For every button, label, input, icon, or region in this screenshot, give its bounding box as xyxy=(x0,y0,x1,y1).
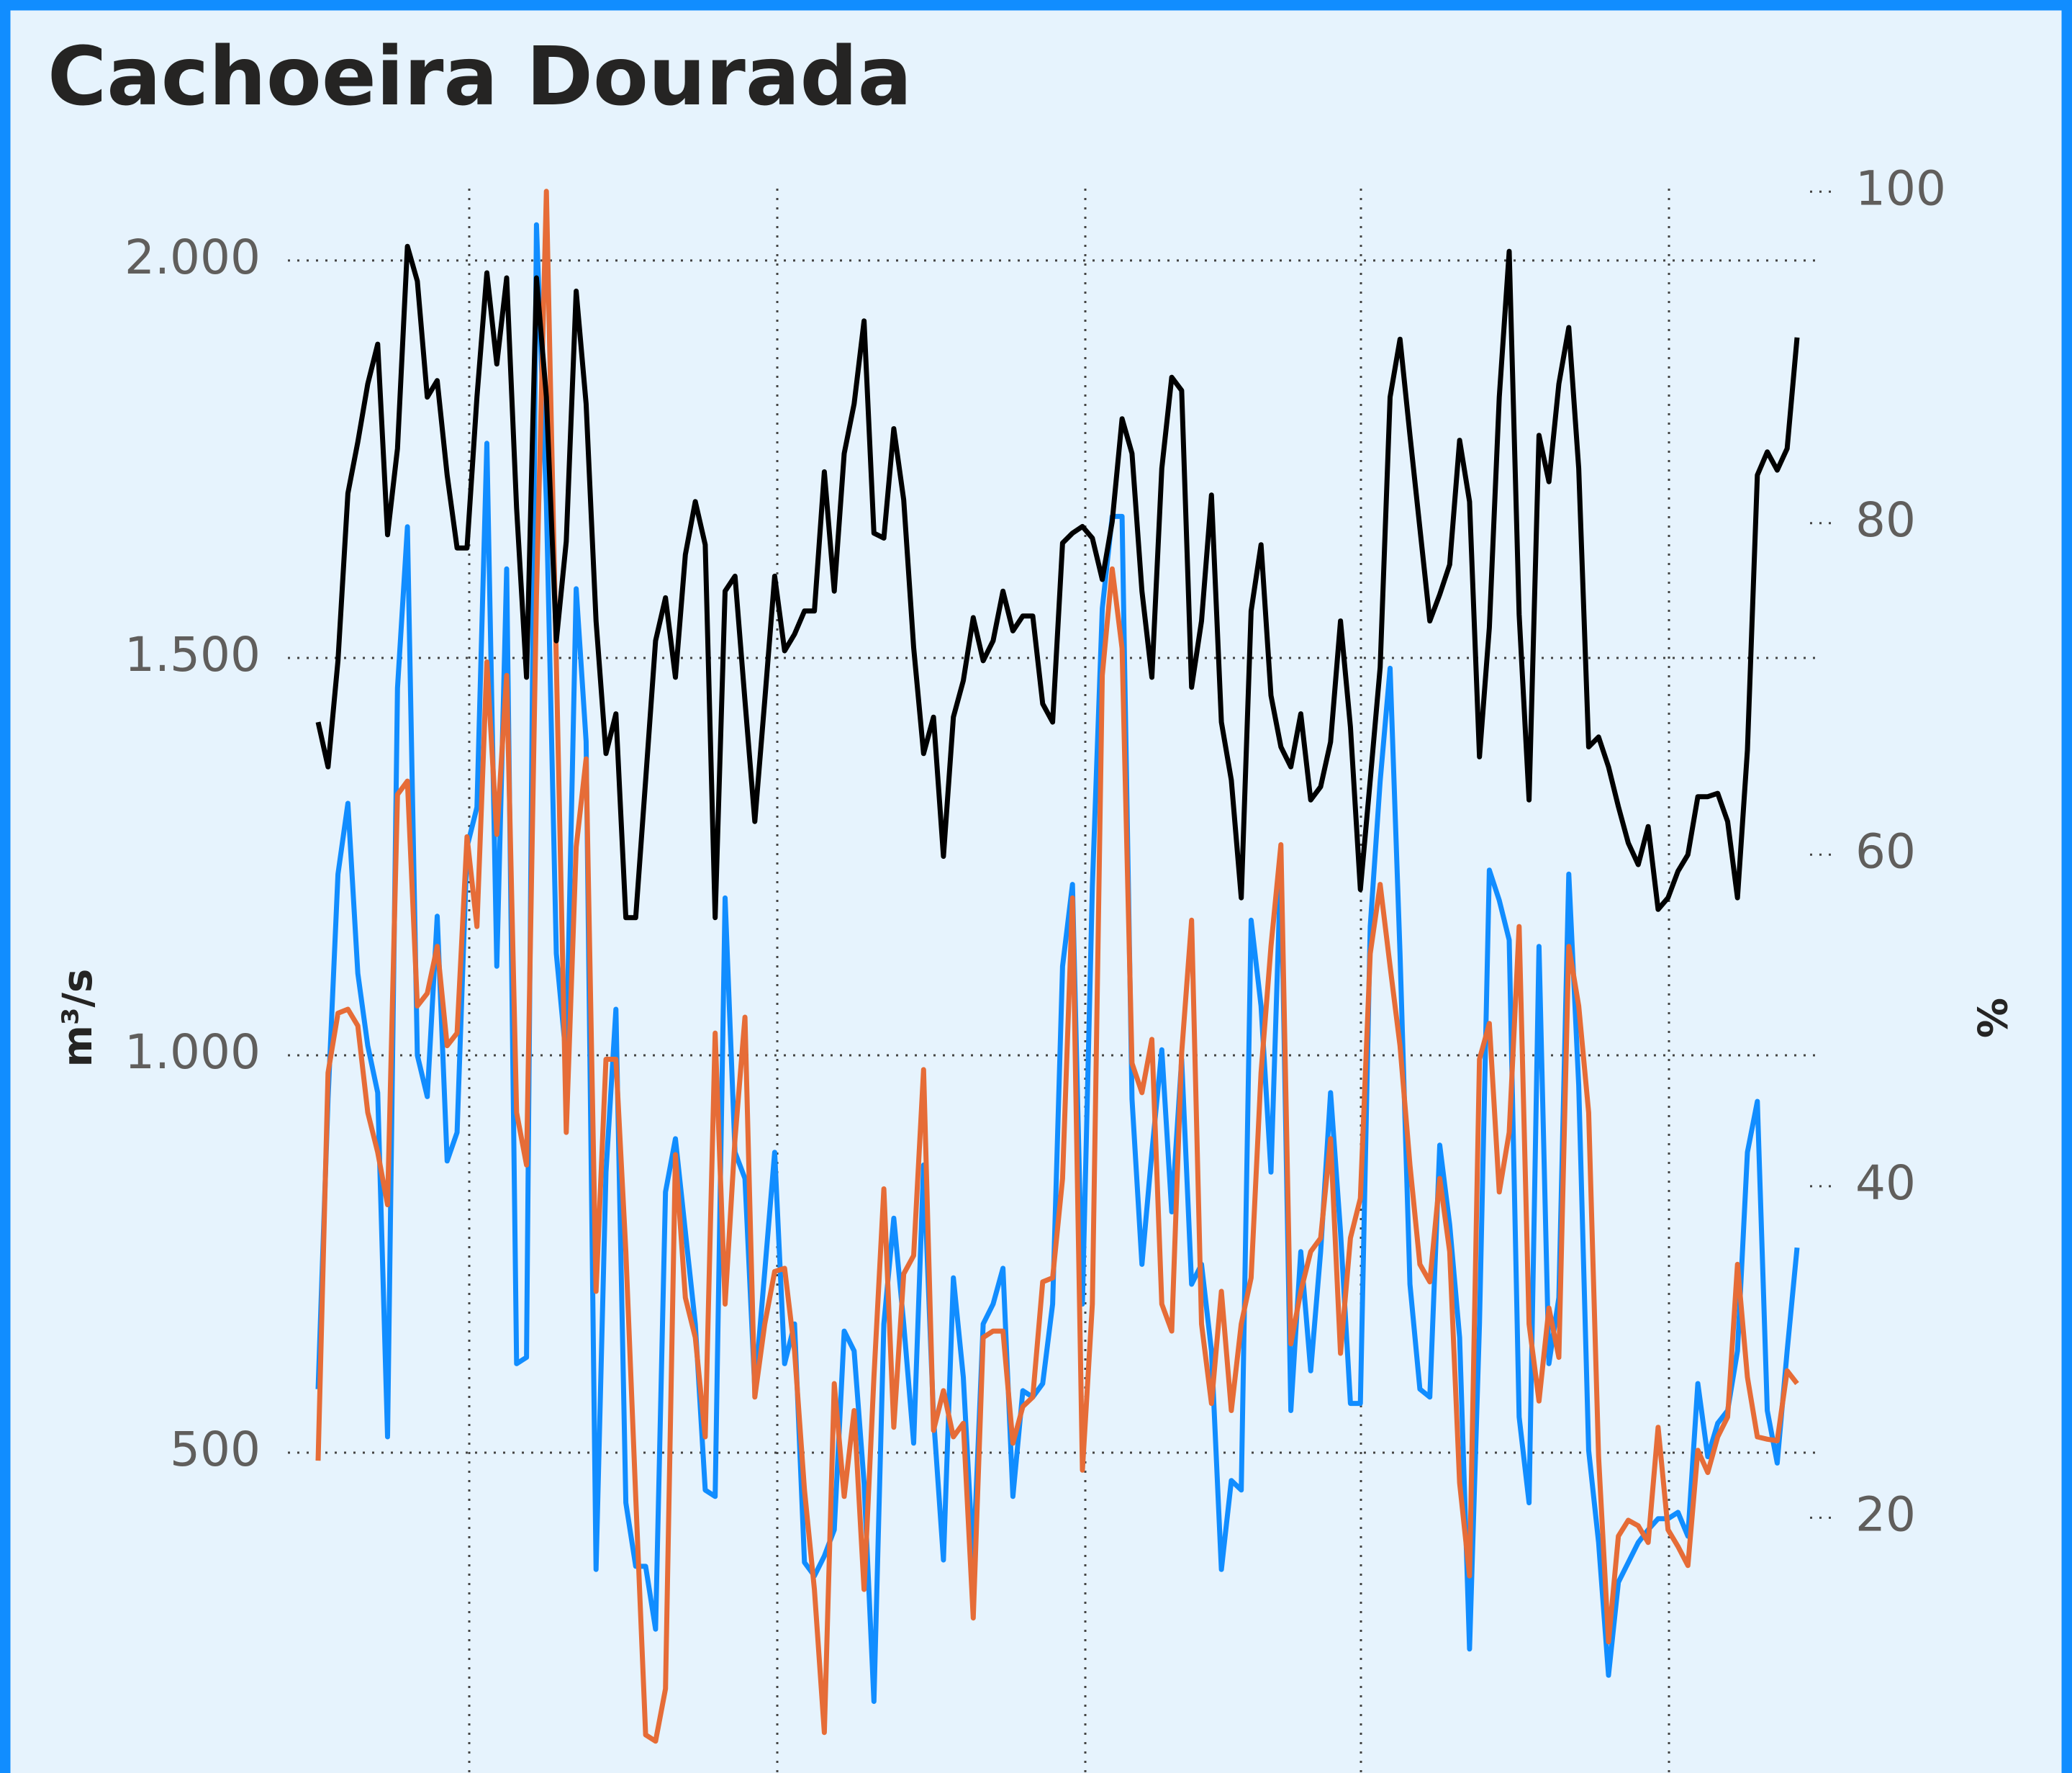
y-axis-title: m³/s xyxy=(55,969,101,1068)
data-line xyxy=(315,189,1799,1744)
y2-tick-label: 20 xyxy=(1855,1486,1916,1542)
y-tick-label: 500 xyxy=(170,1422,261,1477)
data-line xyxy=(315,243,1800,921)
y-tick-label: 1.500 xyxy=(125,627,261,682)
y-tick-label: 2.000 xyxy=(125,230,261,285)
y2-tick-label: 80 xyxy=(1855,492,1916,548)
y2-tick-label: 40 xyxy=(1855,1155,1916,1211)
y2-tick-label: 100 xyxy=(1855,161,1946,216)
y2-axis-title: % xyxy=(1968,998,2014,1038)
x-grid xyxy=(468,189,1670,1773)
chart-title: Cachoeira Dourada xyxy=(47,30,912,124)
plot-area xyxy=(315,189,1800,1744)
y2-tick-label: 60 xyxy=(1855,824,1916,879)
y-tick-label: 1.000 xyxy=(125,1024,261,1080)
